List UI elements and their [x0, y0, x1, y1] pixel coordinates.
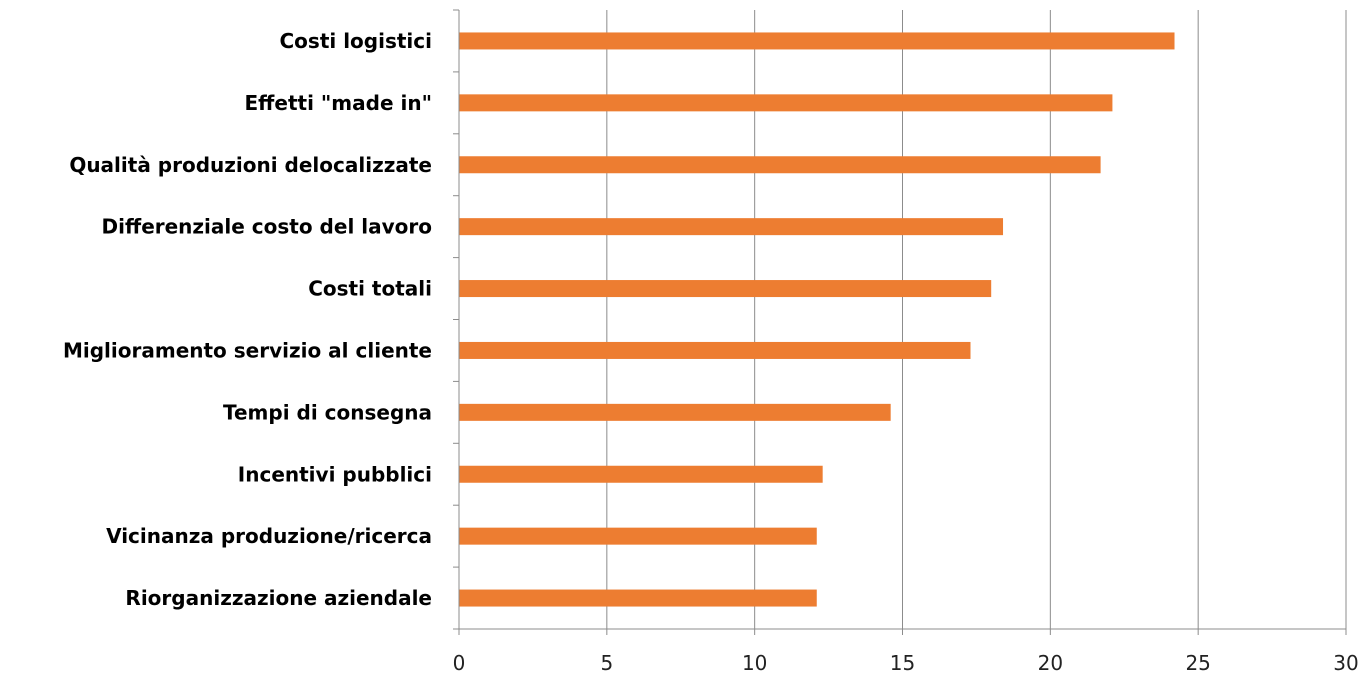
x-tick-labels: 0 5 10 15 20 25 30 — [453, 651, 1359, 675]
category-label: Incentivi pubblici — [238, 462, 432, 486]
category-label: Costi totali — [308, 277, 432, 301]
bar — [459, 218, 1004, 236]
bar — [459, 589, 817, 607]
category-label: Vicinanza produzione/ricerca — [106, 524, 432, 548]
gridlines — [606, 10, 1347, 629]
x-tick-label: 15 — [890, 651, 915, 675]
bars — [459, 32, 1175, 607]
x-tick-label: 30 — [1333, 651, 1358, 675]
bar — [459, 32, 1175, 50]
bar — [459, 94, 1113, 112]
bar — [459, 403, 891, 421]
bar — [459, 465, 823, 483]
category-label: Costi logistici — [280, 29, 433, 53]
category-label: Effetti "made in" — [245, 91, 432, 115]
category-label: Riorganizzazione aziendale — [125, 586, 432, 610]
category-label: Miglioramento servizio al cliente — [63, 338, 432, 362]
axes — [453, 9, 1347, 635]
category-labels: Costi logistici Effetti "made in" Qualità … — [63, 29, 432, 610]
x-tick-label: 20 — [1038, 651, 1063, 675]
category-label: Qualità produzioni delocalizzate — [69, 153, 432, 177]
category-label: Tempi di consegna — [223, 400, 432, 424]
bar — [459, 280, 992, 298]
x-tick-label: 0 — [453, 651, 466, 675]
bar — [459, 341, 971, 359]
x-tick-label: 25 — [1185, 651, 1210, 675]
bar — [459, 156, 1101, 174]
bar — [459, 527, 817, 545]
x-tick-label: 10 — [742, 651, 767, 675]
x-tick-label: 5 — [600, 651, 613, 675]
category-label: Differenziale costo del lavoro — [102, 215, 432, 239]
